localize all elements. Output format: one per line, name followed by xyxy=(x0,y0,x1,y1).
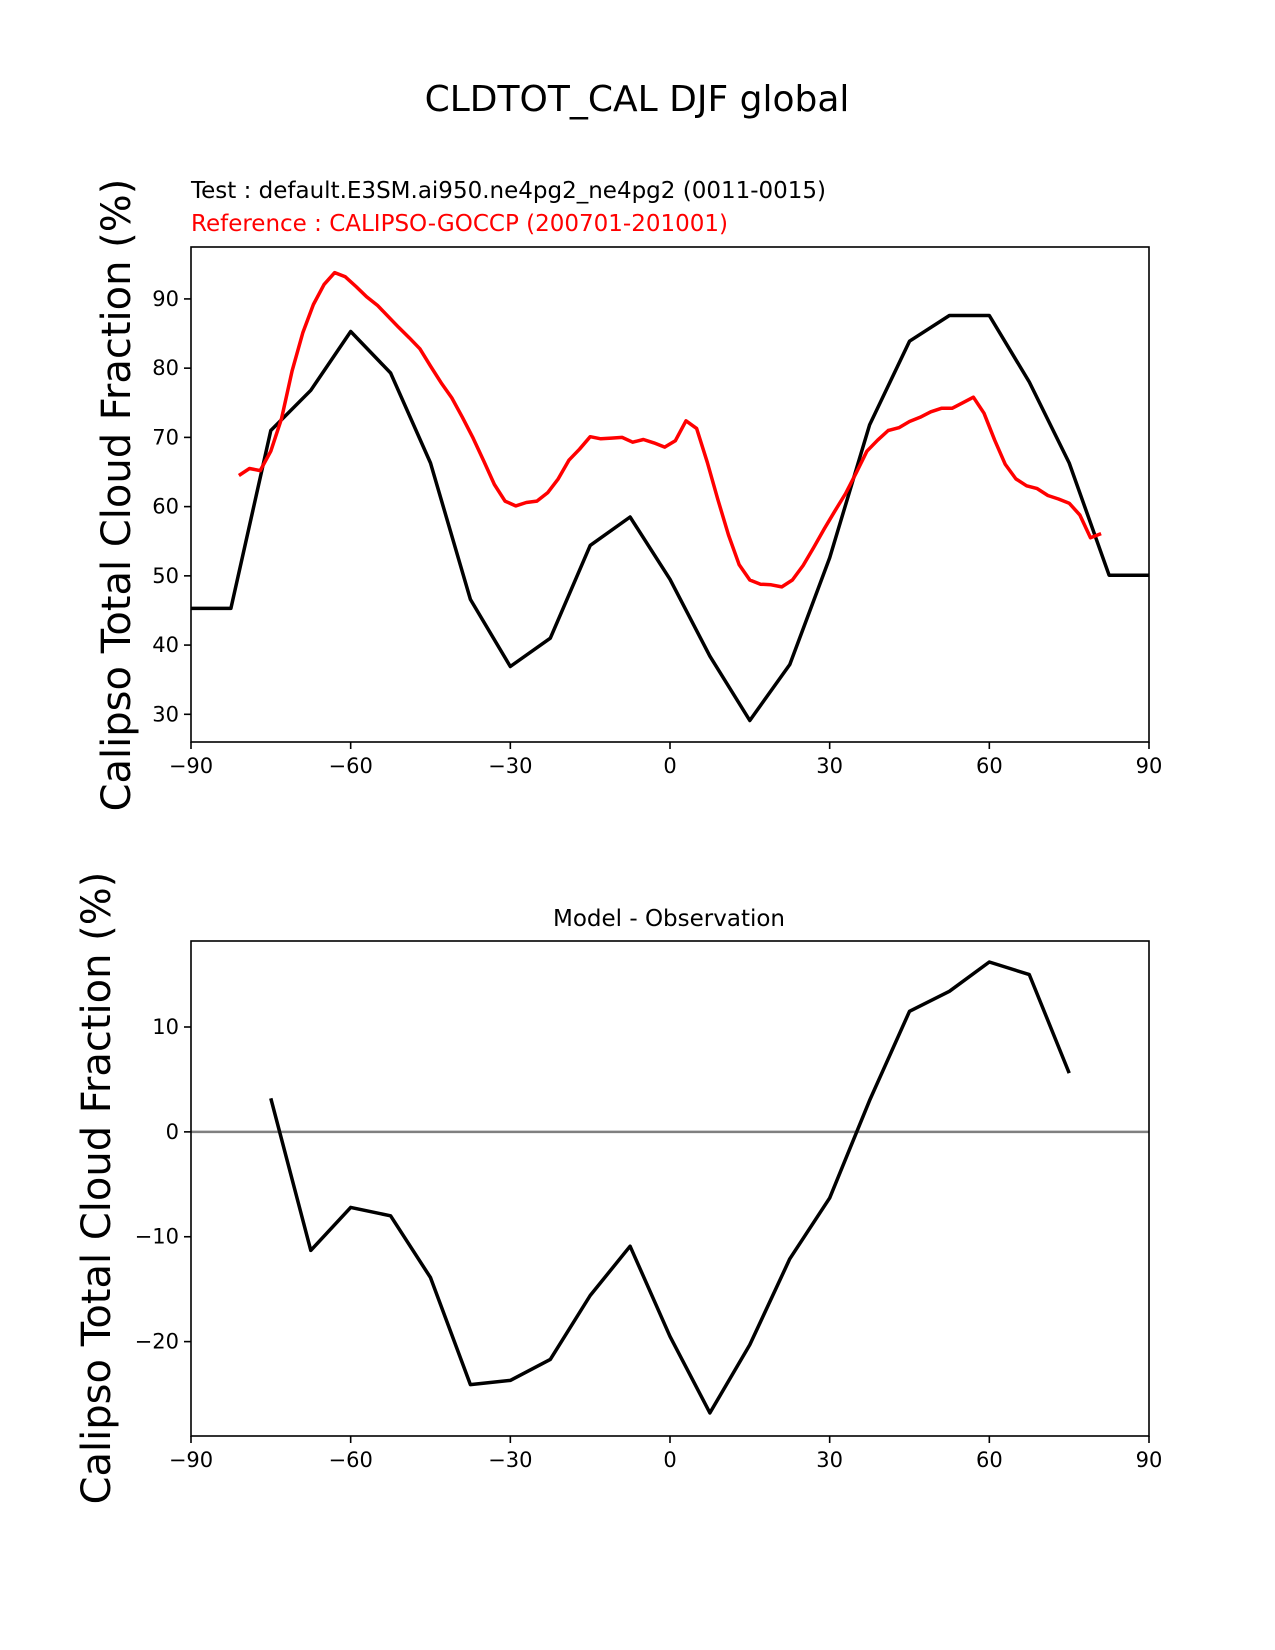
bottom-y-axis-label: Calipso Total Cloud Fraction (%) xyxy=(74,872,120,1505)
reference-label: Reference : CALIPSO-GOCCP (200701-201001… xyxy=(191,211,728,237)
bottom-x-tick-label: 30 xyxy=(816,1448,843,1472)
bottom-panel-title: Model - Observation xyxy=(553,906,785,932)
top-reference-series-line xyxy=(237,270,1102,589)
bottom-y-tick-label: 0 xyxy=(166,1120,179,1144)
top-y-tick-label: 80 xyxy=(152,356,179,380)
top-y-tick-label: 60 xyxy=(152,495,179,519)
top-x-tick-label: −60 xyxy=(329,754,373,778)
bottom-plot-frame xyxy=(190,940,1150,1437)
test-label: Test : default.E3SM.ai950.ne4pg2_ne4pg2 … xyxy=(190,178,826,204)
bottom-x-tick-label: −60 xyxy=(329,1448,373,1472)
top-y-tick-label: 90 xyxy=(152,287,179,311)
top-y-tick-label: 70 xyxy=(152,425,179,449)
bottom-x-tick-label: 90 xyxy=(1136,1448,1163,1472)
top-y-axis-label: Calipso Total Cloud Fraction (%) xyxy=(94,179,140,812)
bottom-x-tick-label: −30 xyxy=(488,1448,532,1472)
bottom-x-tick-label: −90 xyxy=(169,1448,213,1472)
bottom-y-tick-label: −20 xyxy=(135,1330,179,1354)
bottom-test-series-line xyxy=(269,960,1071,1415)
top-x-tick-label: −30 xyxy=(488,754,532,778)
top-x-tick-label: 60 xyxy=(976,754,1003,778)
top-x-tick-label: 90 xyxy=(1136,754,1163,778)
bottom-x-tick-label: 60 xyxy=(976,1448,1003,1472)
top-x-tick-label: 0 xyxy=(663,754,676,778)
top-x-tick-label: −90 xyxy=(169,754,213,778)
bottom-y-tick-label: 10 xyxy=(152,1015,179,1039)
bottom-x-tick-label: 0 xyxy=(663,1448,676,1472)
top-panel: Test : default.E3SM.ai950.ne4pg2_ne4pg2 … xyxy=(94,178,1162,811)
top-y-tick-label: 40 xyxy=(152,633,179,657)
top-y-tick-label: 30 xyxy=(152,702,179,726)
top-y-tick-label: 50 xyxy=(152,564,179,588)
figure-title: CLDTOT_CAL DJF global xyxy=(425,79,850,120)
top-test-series-line xyxy=(191,313,1149,723)
top-plot-frame xyxy=(190,246,1150,743)
top-x-tick-label: 30 xyxy=(816,754,843,778)
bottom-panel: Model - Observation Calipso Total Cloud … xyxy=(74,872,1162,1505)
bottom-y-tick-label: −10 xyxy=(135,1225,179,1249)
